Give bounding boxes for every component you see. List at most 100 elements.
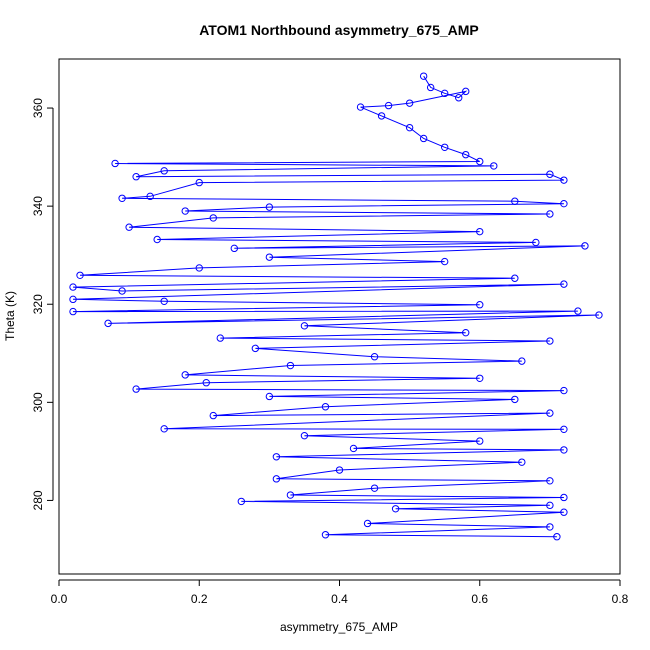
x-tick-label: 0.8 — [612, 592, 629, 606]
data-point — [195, 178, 203, 187]
y-axis-label: Theta (K) — [3, 291, 17, 341]
data-point — [377, 112, 386, 120]
y-tick-label: 320 — [31, 294, 45, 314]
data-point — [560, 176, 568, 184]
data-point — [419, 72, 428, 80]
data-point — [455, 94, 463, 102]
y-tick-label: 300 — [31, 392, 45, 412]
data-point — [251, 344, 260, 353]
data-point — [237, 497, 246, 506]
data-point — [518, 357, 526, 365]
y-tick-label: 360 — [31, 98, 45, 118]
data-point — [335, 466, 344, 474]
data-point — [272, 475, 281, 483]
data-point — [132, 173, 140, 181]
data-point — [511, 395, 519, 404]
data-point — [560, 425, 568, 434]
data-point — [553, 533, 561, 541]
data-point — [511, 197, 519, 205]
data-point — [181, 207, 189, 215]
data-point — [476, 374, 484, 382]
data-point — [405, 99, 414, 107]
data-point — [153, 235, 161, 244]
data-point — [69, 295, 77, 304]
data-point — [230, 244, 239, 253]
data-point — [546, 210, 554, 218]
data-point — [532, 238, 540, 247]
data-point — [321, 403, 330, 411]
data-point — [111, 159, 119, 168]
data-point — [476, 227, 484, 236]
data-point — [286, 361, 295, 370]
data-point — [209, 214, 217, 222]
plot-frame — [58, 58, 621, 575]
data-point — [265, 203, 274, 211]
data-point — [560, 386, 568, 395]
data-point — [560, 199, 568, 208]
data-layer — [69, 72, 603, 541]
data-point — [440, 257, 449, 266]
data-point — [419, 134, 428, 143]
data-point — [69, 307, 77, 316]
y-tick-label: 280 — [31, 490, 45, 510]
data-point — [202, 379, 210, 387]
series-line — [72, 75, 600, 538]
data-point — [595, 311, 603, 319]
data-point — [546, 409, 554, 417]
data-point — [356, 103, 365, 111]
data-point — [581, 242, 589, 250]
data-point — [160, 425, 168, 433]
y-tick-label: 340 — [31, 196, 45, 216]
data-point — [76, 271, 84, 279]
data-point — [300, 431, 309, 440]
data-point — [384, 101, 393, 110]
data-point — [132, 385, 140, 393]
data-point — [462, 87, 470, 96]
data-point — [546, 523, 554, 531]
y-axis: 280 300 320 340 360 — [31, 98, 54, 510]
data-point — [209, 411, 217, 420]
data-point — [69, 283, 77, 291]
data-point — [511, 274, 519, 282]
data-point — [546, 337, 554, 345]
data-point — [349, 444, 358, 453]
data-point — [560, 493, 568, 502]
x-axis: 0.0 0.2 0.4 0.6 0.8 — [51, 579, 629, 606]
data-point — [546, 477, 554, 485]
data-point — [265, 253, 274, 261]
data-point — [300, 322, 309, 330]
data-point — [560, 508, 568, 516]
chart-title: ATOM1 Northbound asymmetry_675_AMP — [199, 22, 479, 38]
x-tick-label: 0.2 — [191, 592, 208, 606]
data-point — [160, 167, 168, 175]
data-point — [370, 353, 379, 361]
data-point — [560, 280, 568, 288]
data-point — [560, 446, 568, 454]
data-point — [146, 192, 154, 201]
data-point — [321, 531, 330, 539]
data-point — [181, 371, 189, 379]
data-point — [476, 437, 484, 445]
data-point — [546, 501, 554, 510]
data-point — [490, 162, 498, 170]
data-point — [104, 319, 112, 328]
x-tick-label: 0.0 — [51, 592, 68, 606]
data-point — [118, 194, 126, 202]
x-axis-label: asymmetry_675_AMP — [280, 620, 398, 634]
data-point — [370, 484, 379, 492]
data-point — [272, 453, 281, 461]
data-point — [476, 157, 484, 166]
data-point — [476, 301, 484, 309]
data-point — [426, 83, 435, 92]
data-point — [518, 458, 526, 466]
data-point — [574, 307, 582, 315]
data-point — [462, 328, 470, 337]
data-point — [216, 334, 224, 342]
data-point — [286, 491, 295, 499]
data-point — [440, 89, 449, 98]
data-point — [160, 297, 168, 305]
data-point — [440, 143, 449, 151]
data-point — [125, 223, 133, 231]
data-point — [195, 264, 203, 272]
